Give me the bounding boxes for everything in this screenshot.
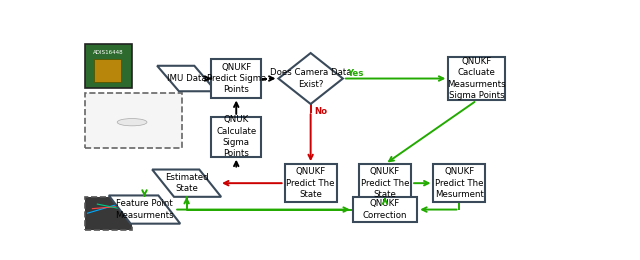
Text: No: No xyxy=(315,107,328,116)
Text: Estimated
State: Estimated State xyxy=(165,173,209,193)
Polygon shape xyxy=(152,170,221,197)
Bar xyxy=(85,93,182,148)
Text: ADIS16448: ADIS16448 xyxy=(93,50,124,55)
Text: Does Camera Data
Exist?: Does Camera Data Exist? xyxy=(270,68,351,89)
Bar xyxy=(94,58,121,82)
Polygon shape xyxy=(157,66,216,91)
Text: QNUKF
Cacluate
Measurments
Sigma Points: QNUKF Cacluate Measurments Sigma Points xyxy=(447,57,506,100)
Polygon shape xyxy=(109,196,180,224)
Polygon shape xyxy=(278,53,343,104)
FancyBboxPatch shape xyxy=(433,164,486,202)
FancyBboxPatch shape xyxy=(285,164,337,202)
Ellipse shape xyxy=(117,119,147,126)
FancyBboxPatch shape xyxy=(353,197,417,222)
Text: Feature Point
Measurments: Feature Point Measurments xyxy=(115,199,174,220)
Text: QNUKF
Predict The
State: QNUKF Predict The State xyxy=(286,167,335,199)
Text: QNUKF
Predict The
Mesurment: QNUKF Predict The Mesurment xyxy=(435,167,484,199)
Text: IMU Data: IMU Data xyxy=(167,74,207,83)
Text: Yes: Yes xyxy=(347,69,364,77)
FancyBboxPatch shape xyxy=(448,57,506,100)
Text: QNUKF
Predict Sigma
Points: QNUKF Predict Sigma Points xyxy=(207,63,266,94)
FancyBboxPatch shape xyxy=(211,117,261,157)
FancyBboxPatch shape xyxy=(359,164,411,202)
Bar xyxy=(85,197,132,230)
Bar xyxy=(85,44,132,88)
FancyBboxPatch shape xyxy=(211,59,261,98)
Text: QNUKF
Correction: QNUKF Correction xyxy=(363,199,407,220)
Text: QNUK
Calculate
Sigma
Points: QNUK Calculate Sigma Points xyxy=(216,115,257,158)
Text: QNUKF
Predict The
State: QNUKF Predict The State xyxy=(361,167,410,199)
